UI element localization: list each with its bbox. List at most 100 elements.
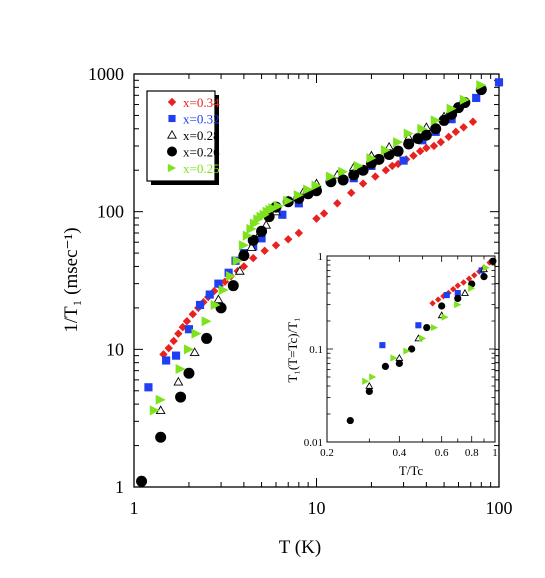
data-point xyxy=(227,280,239,292)
data-point xyxy=(201,332,213,344)
legend-label: x=0.32 xyxy=(183,112,220,127)
inset-tick-labels: 0.2 0.4 0.6 0.8 1 0.01 0.1 1 xyxy=(304,251,498,459)
inset-data-point xyxy=(454,282,461,289)
inset-y-tick-label: 1 xyxy=(318,251,324,263)
inset-data-point xyxy=(480,273,488,281)
data-point xyxy=(371,172,380,181)
inset-data-point xyxy=(441,313,449,321)
inset-data-point xyxy=(365,387,373,396)
data-point xyxy=(415,146,425,156)
data-point xyxy=(268,203,279,214)
data-point xyxy=(358,179,368,188)
data-point xyxy=(494,78,504,87)
data-point xyxy=(319,209,329,218)
data-point xyxy=(381,166,391,175)
inset-series-4 xyxy=(362,264,490,385)
inset-data-point xyxy=(415,322,422,329)
data-point xyxy=(183,367,195,379)
y-tick-label: 100 xyxy=(97,202,124,222)
legend-item: x=0.26 xyxy=(167,145,220,160)
data-point xyxy=(164,343,173,353)
data-point xyxy=(468,117,478,126)
inset-y-tick-label: 0.01 xyxy=(304,437,323,449)
inset-data-point xyxy=(419,334,427,343)
y-tick-label: 1 xyxy=(115,477,124,497)
inset-data-point xyxy=(465,275,473,282)
data-point xyxy=(278,210,287,219)
data-point xyxy=(182,317,192,326)
data-point xyxy=(232,255,243,266)
legend-label: x=0.34 xyxy=(183,95,220,110)
data-point xyxy=(399,156,408,165)
data-point xyxy=(338,166,349,177)
series-4 xyxy=(149,80,487,416)
inset-data-point xyxy=(379,342,386,349)
inset-data-point xyxy=(434,296,442,303)
inset-data-point xyxy=(362,377,370,385)
y-axis-title: 1/T₁ (msec⁻¹) xyxy=(61,227,82,332)
data-point xyxy=(392,145,404,157)
legend-marker xyxy=(167,97,177,107)
legend-box xyxy=(146,90,216,182)
data-point xyxy=(459,94,470,105)
inset-x-tick-label: 0.8 xyxy=(465,447,479,459)
data-point xyxy=(257,234,266,243)
data-point xyxy=(337,174,349,186)
inset-data-points xyxy=(346,257,497,425)
data-point xyxy=(210,299,221,310)
data-point xyxy=(311,180,322,191)
data-point xyxy=(218,284,229,295)
data-point xyxy=(191,328,202,339)
data-point xyxy=(205,290,214,299)
data-point xyxy=(238,250,250,262)
inset-data-point xyxy=(438,302,446,310)
inset-data-point xyxy=(460,279,467,286)
data-point xyxy=(238,240,249,251)
data-point xyxy=(256,225,268,237)
inset-plot: 0.2 0.4 0.6 0.8 1 0.01 0.1 1 T/Tc T₁(T=Tc)/T₁ xyxy=(285,251,498,478)
data-point xyxy=(446,103,457,114)
data-point xyxy=(303,184,314,195)
data-point xyxy=(260,246,269,255)
data-point xyxy=(388,161,397,171)
inset-data-point xyxy=(403,347,411,355)
data-point xyxy=(476,80,487,91)
y-tick-label: 1000 xyxy=(88,64,124,84)
data-point xyxy=(347,188,356,198)
data-point xyxy=(459,123,468,132)
data-point xyxy=(184,325,194,334)
inset-data-point xyxy=(454,289,461,297)
data-point xyxy=(188,309,198,319)
legend-item: x=0.34 xyxy=(167,95,220,110)
data-point xyxy=(393,137,404,148)
data-point xyxy=(417,123,428,134)
data-point xyxy=(239,262,249,271)
legend: x=0.34 x=0.32x=0.28 x=0.26x=0.25 xyxy=(146,90,220,185)
data-point xyxy=(246,242,257,252)
data-point xyxy=(366,153,377,164)
legend-item: x=0.28 xyxy=(167,128,220,143)
data-point xyxy=(249,218,260,229)
inset-data-point xyxy=(443,292,450,299)
x-tick-label: 1 xyxy=(130,498,139,518)
data-point xyxy=(169,336,178,346)
legend-item: x=0.32 xyxy=(168,112,220,127)
data-point xyxy=(136,475,148,487)
data-point xyxy=(175,391,187,403)
legend-marker xyxy=(167,146,177,157)
data-point xyxy=(174,329,183,338)
data-point xyxy=(380,145,391,156)
data-point xyxy=(155,394,166,405)
inset-data-point xyxy=(395,359,403,368)
legend-label: x=0.26 xyxy=(183,145,220,160)
inset-data-point xyxy=(423,323,431,332)
inset-axis-ticks xyxy=(326,255,496,443)
inset-data-point xyxy=(471,272,478,279)
data-point xyxy=(333,199,342,208)
data-point xyxy=(171,351,181,360)
data-point xyxy=(373,153,385,165)
data-point xyxy=(409,151,418,160)
inset-x-tick-label: 0.2 xyxy=(320,447,334,459)
legend-marker xyxy=(167,163,177,173)
